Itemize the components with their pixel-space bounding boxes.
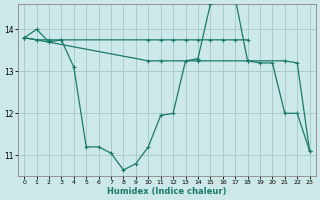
X-axis label: Humidex (Indice chaleur): Humidex (Indice chaleur) [107, 187, 227, 196]
